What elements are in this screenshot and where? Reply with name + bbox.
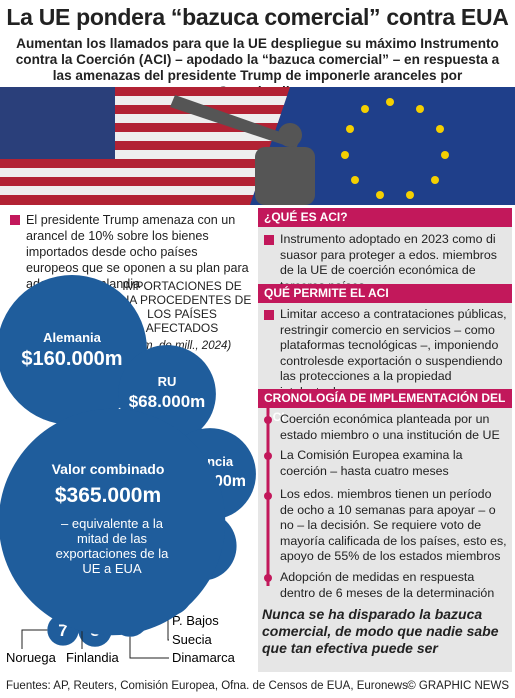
title: La UE pondera “bazuca comercial” contra …: [6, 4, 509, 30]
bubble-value: $160.000m: [21, 348, 122, 370]
us-flag: [0, 87, 290, 205]
section-heading: QUÉ PERMITE EL ACI: [258, 284, 512, 303]
bubble-chart: Alemania$160.000mRU$68.000mFrancia$60.00…: [0, 275, 256, 665]
combined-bubble: [0, 408, 226, 636]
bubble-name: Suecia: [172, 632, 213, 647]
bubble-name: Dinamarca: [172, 650, 236, 665]
chart-title: IMPORTACIONES DE EUA PROCEDENTES DE LOS …: [112, 279, 252, 335]
combined-label: Valor combinado: [52, 461, 165, 477]
leader-line: [167, 616, 169, 641]
timeline-item: Coerción económica planteada por un esta…: [280, 412, 500, 442]
timeline-item: Adopción de medidas en respuesta dentro …: [280, 570, 495, 600]
timeline-line: [264, 408, 272, 586]
sources: Fuentes: AP, Reuters, Comisión Europea, …: [6, 680, 408, 692]
combined-value: $365.000m: [55, 484, 161, 507]
bubble-name: Finlandia: [66, 650, 120, 665]
credit: © GRAPHIC NEWS: [407, 680, 509, 692]
leader-line: [21, 629, 48, 649]
bubble-value: $68.000m: [129, 392, 206, 411]
section-heading: ¿QUÉ ES ACI?: [258, 208, 512, 227]
bubble-name: P. Bajos: [172, 613, 219, 628]
timeline-item: La Comisión Europea examina la coerción …: [280, 448, 463, 478]
section-text: Instrumento adoptado en 2023 como di sua…: [264, 232, 510, 294]
bubble: [0, 275, 147, 425]
timeline-heading: CRONOLOGÍA DE IMPLEMENTACIÓN DEL ACI: [258, 389, 512, 424]
leader-line: [129, 636, 169, 659]
bubble-name: Noruega: [6, 650, 57, 665]
timeline-item: Los edos. miembros tienen un período de …: [280, 487, 507, 563]
bubble-name: RU: [158, 374, 177, 389]
section-text: Limitar acceso a contrataciones públicas…: [264, 307, 510, 400]
closing-note: Nunca se ha disparado la bazuca comercia…: [262, 606, 499, 656]
bubble-value: 7: [58, 621, 67, 640]
soldier-silhouette: [170, 95, 315, 205]
combined-note: – equivalente a la mitad de las exportac…: [55, 516, 169, 576]
eu-stars: [341, 98, 449, 199]
photo: [0, 87, 515, 205]
bubble-name: Alemania: [43, 330, 102, 345]
combined-note-box: – equivalente a la mitad de las exportac…: [55, 516, 169, 576]
